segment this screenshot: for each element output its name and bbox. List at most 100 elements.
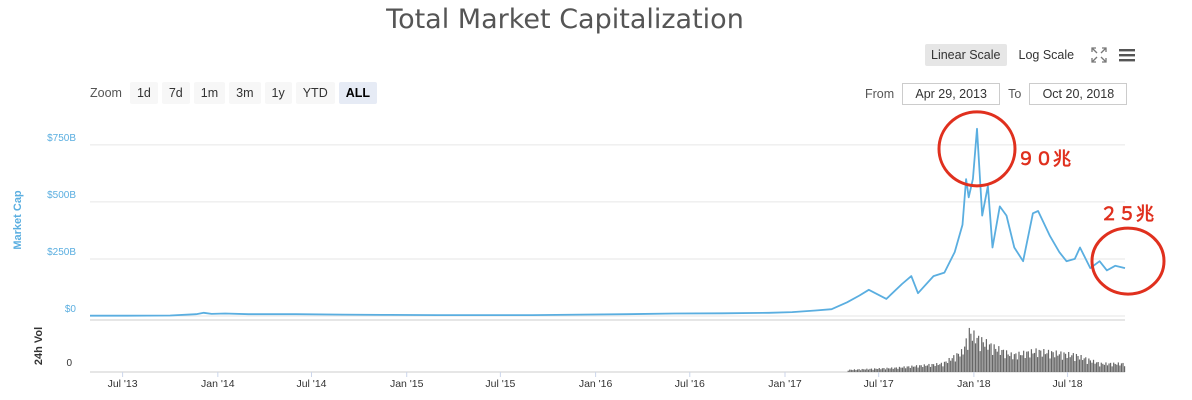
volume-bar (1041, 356, 1043, 372)
volume-bar (1092, 359, 1095, 372)
volume-bar (1035, 348, 1037, 372)
volume-bar (1026, 351, 1028, 372)
volume-bar (1057, 355, 1059, 372)
volume-bar (906, 366, 908, 372)
volume-bar (953, 355, 955, 372)
volume-bar (951, 358, 953, 372)
volume-bar (1117, 362, 1119, 372)
volume-bar (898, 366, 901, 372)
x-tick-label: Jul '16 (675, 378, 705, 390)
volume-bar (973, 330, 975, 372)
scale-toolbar: Linear Scale Log Scale (925, 44, 1136, 66)
volume-bar (1096, 362, 1098, 372)
peak-annotation-label: ９０兆 (1017, 149, 1071, 170)
x-tick-label: Jul '13 (108, 378, 138, 390)
volume-bar (856, 369, 859, 372)
volume-bar (1032, 353, 1034, 372)
volume-bar (1058, 354, 1060, 372)
volume-bar (1037, 357, 1039, 372)
volume-bar (1054, 357, 1056, 372)
volume-bar (1089, 360, 1092, 372)
hamburger-menu-icon[interactable] (1118, 46, 1136, 64)
volume-bar (936, 363, 938, 372)
volume-bar (920, 365, 922, 372)
zoom-1d-button[interactable]: 1d (129, 82, 158, 104)
volume-bar (928, 363, 930, 372)
volume-bar (956, 353, 958, 372)
volume-bar (1004, 358, 1006, 372)
x-tick-label: Jan '15 (390, 378, 424, 390)
volume-bar (852, 370, 854, 372)
latest-annotation-circle (1090, 226, 1166, 296)
volume-bar (987, 349, 989, 372)
volume-bar (959, 356, 961, 372)
volume-bar (976, 337, 978, 372)
volume-bar (874, 368, 876, 372)
page-title: Total Market Capitalization (386, 4, 744, 35)
volume-bar (1013, 354, 1015, 372)
volume-bar (984, 346, 986, 372)
volume-bar (872, 369, 874, 372)
zoom-label: Zoom (90, 86, 122, 100)
volume-bar (914, 366, 916, 372)
volume-bar (1021, 355, 1023, 372)
volume-bar (1052, 352, 1054, 372)
volume-bar (908, 366, 910, 372)
volume-bar (948, 357, 950, 372)
volume-bar (894, 367, 896, 372)
volume-bar (974, 343, 977, 372)
fullscreen-icon[interactable] (1090, 46, 1108, 64)
zoom-all-button[interactable]: ALL (338, 82, 378, 104)
volume-bar (1097, 362, 1099, 372)
volume-bar (1072, 353, 1074, 372)
volume-bar (1043, 349, 1045, 372)
volume-bar (901, 367, 904, 372)
volume-bar (979, 351, 981, 372)
zoom-1y-button[interactable]: 1y (264, 82, 292, 104)
zoom-1m-button[interactable]: 1m (193, 82, 226, 104)
volume-bar (1109, 362, 1112, 372)
volume-bar (1049, 358, 1051, 372)
y-axis-title: Market Cap (12, 190, 24, 250)
to-date-input[interactable]: Oct 20, 2018 (1029, 83, 1128, 105)
volume-bar (1123, 366, 1126, 372)
volume-bar (1007, 354, 1009, 372)
volume-bar (985, 339, 987, 372)
volume-bar (981, 337, 983, 372)
x-tick-label: Jan '17 (768, 378, 802, 390)
peak-annotation-circle (937, 110, 1017, 188)
volume-bar (925, 365, 927, 372)
volume-bar (1094, 363, 1096, 372)
volume-bar (1063, 352, 1065, 372)
volume-bar (945, 361, 947, 372)
linear-scale-button[interactable]: Linear Scale (925, 44, 1007, 66)
volume-bar (1016, 359, 1019, 372)
zoom-7d-button[interactable]: 7d (161, 82, 190, 104)
volume-bar (1005, 350, 1008, 372)
volume-bar (937, 365, 939, 372)
volume-bar (860, 370, 862, 372)
volume-bar (864, 369, 866, 372)
zoom-ytd-button[interactable]: YTD (295, 82, 335, 104)
volume-bar (967, 349, 969, 372)
volume-bar (964, 346, 966, 372)
volume-bar (1122, 362, 1124, 372)
volume-bar (889, 368, 891, 372)
volume-bar (909, 367, 911, 372)
volume-bar (1050, 351, 1053, 372)
zoom-3m-button[interactable]: 3m (229, 82, 261, 104)
volume-bar (869, 368, 871, 372)
volume-bar (1001, 350, 1003, 372)
from-date-input[interactable]: Apr 29, 2013 (902, 83, 1001, 105)
volume-axis-title: 24h Vol (33, 327, 45, 365)
volume-bar (847, 370, 849, 372)
volume-bar (971, 340, 974, 372)
volume-bar (853, 369, 856, 372)
log-scale-button[interactable]: Log Scale (1018, 48, 1075, 62)
volume-bar (866, 368, 868, 372)
volume-bar (1044, 354, 1046, 372)
volume-bar (900, 367, 902, 372)
volume-bar (861, 368, 863, 372)
volume-bar (1046, 353, 1048, 372)
